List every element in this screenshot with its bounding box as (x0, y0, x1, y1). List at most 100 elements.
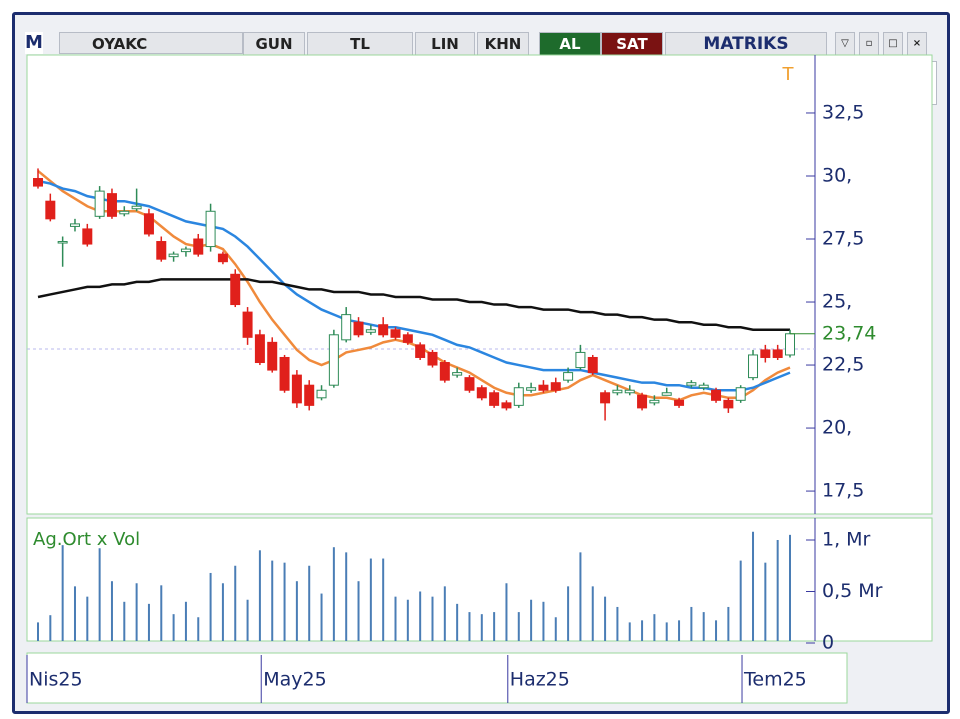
candle-body (649, 399, 660, 404)
volume-bar (567, 586, 570, 641)
candle-body (242, 311, 253, 338)
date-panel (26, 652, 848, 704)
volume-bar (554, 617, 557, 641)
volume-bar (419, 591, 422, 641)
volume-bar (480, 614, 483, 641)
candle-body (328, 334, 339, 386)
candle-body (230, 273, 241, 306)
volume-bar (505, 583, 508, 641)
volume-bar (715, 620, 718, 641)
mode-button[interactable]: KHN (477, 32, 529, 56)
period-button[interactable]: GUN (243, 32, 305, 56)
candle-body (575, 351, 586, 369)
x-tick-label: Tem25 (743, 669, 807, 691)
y-tick-label: 27,5 (822, 228, 864, 250)
candle-body (735, 387, 746, 401)
volume-bar (591, 586, 594, 641)
candle-body (402, 334, 413, 343)
candle-body (390, 329, 401, 338)
volume-bar (61, 545, 64, 641)
volume-bar (604, 596, 607, 641)
last-price-label: 23,74 (822, 322, 876, 344)
candle-body (106, 193, 117, 217)
candle-body (316, 389, 327, 399)
candle-body (612, 389, 623, 394)
buy-button[interactable]: AL (539, 32, 601, 56)
volume-bar (221, 583, 224, 641)
candle-body (341, 314, 352, 341)
moving-average (37, 169, 791, 402)
moving-average (37, 278, 790, 331)
candle-body (279, 356, 290, 391)
candle-body (291, 374, 302, 404)
candle-body (760, 349, 771, 358)
symbol[interactable]: OYAKC (59, 32, 243, 54)
volume-bar (135, 583, 138, 641)
volume-bar (184, 601, 187, 641)
x-tick-label: May25 (263, 669, 326, 691)
candle-body (587, 356, 598, 374)
y-tick-label: 17,5 (822, 480, 864, 502)
candle-body (427, 351, 438, 366)
volume-bar (443, 586, 446, 641)
volume-bar (37, 622, 39, 641)
y-tick-label: 0 (822, 632, 834, 654)
candle-body (57, 241, 68, 244)
candle-body (415, 344, 426, 358)
candle-body (143, 213, 154, 235)
y-tick-label: 30, (822, 164, 852, 186)
volume-bar (382, 558, 385, 641)
volume-bar (764, 562, 767, 641)
candle-body (661, 392, 672, 396)
volume-bar (739, 560, 742, 641)
moving-average (37, 179, 791, 392)
candle-body (378, 324, 389, 336)
volume-bar (406, 599, 409, 641)
y-tick-label: 1, Mr (822, 529, 871, 551)
candle-body (526, 387, 537, 391)
volume-bar (369, 558, 372, 641)
volume-bar (234, 565, 237, 641)
volume-bar (246, 599, 249, 641)
volume-bar (172, 614, 175, 641)
volume-bar (160, 585, 163, 641)
volume-bar (776, 540, 779, 641)
logo: M (25, 32, 43, 54)
sell-button[interactable]: SAT (601, 32, 663, 56)
candle-body (723, 399, 734, 409)
volume-title: Ag.Ort x Vol (33, 529, 140, 550)
candle-body (82, 228, 93, 245)
volume-bar (530, 599, 533, 641)
candle-body (452, 372, 463, 376)
volume-bar (727, 606, 730, 641)
candle-body (254, 334, 265, 364)
candle-body (365, 329, 376, 333)
candle-body (563, 372, 574, 381)
volume-bar (431, 596, 434, 641)
scale-button[interactable]: LIN (415, 32, 475, 56)
candle-body (600, 392, 611, 404)
candle-body (69, 223, 80, 227)
candle-body (353, 321, 364, 336)
volume-bar (665, 622, 668, 641)
price-panel (26, 54, 933, 515)
candle-body (439, 362, 450, 381)
candle-body (168, 253, 179, 258)
candle-body (686, 382, 697, 386)
volume-panel (26, 517, 933, 642)
volume-bar (357, 581, 360, 641)
volume-bar (308, 565, 311, 641)
volume-bar (283, 562, 286, 641)
volume-bar (123, 601, 126, 641)
candle-body (698, 384, 709, 389)
volume-bar (110, 581, 113, 641)
candle-body (180, 248, 191, 253)
volume-bar (73, 586, 76, 641)
volume-bar (295, 581, 298, 641)
candle-body (193, 238, 204, 255)
currency-button[interactable]: TL (307, 32, 413, 56)
volume-bar (789, 534, 791, 641)
volume-bar (752, 531, 755, 641)
y-tick-label: 20, (822, 417, 852, 439)
